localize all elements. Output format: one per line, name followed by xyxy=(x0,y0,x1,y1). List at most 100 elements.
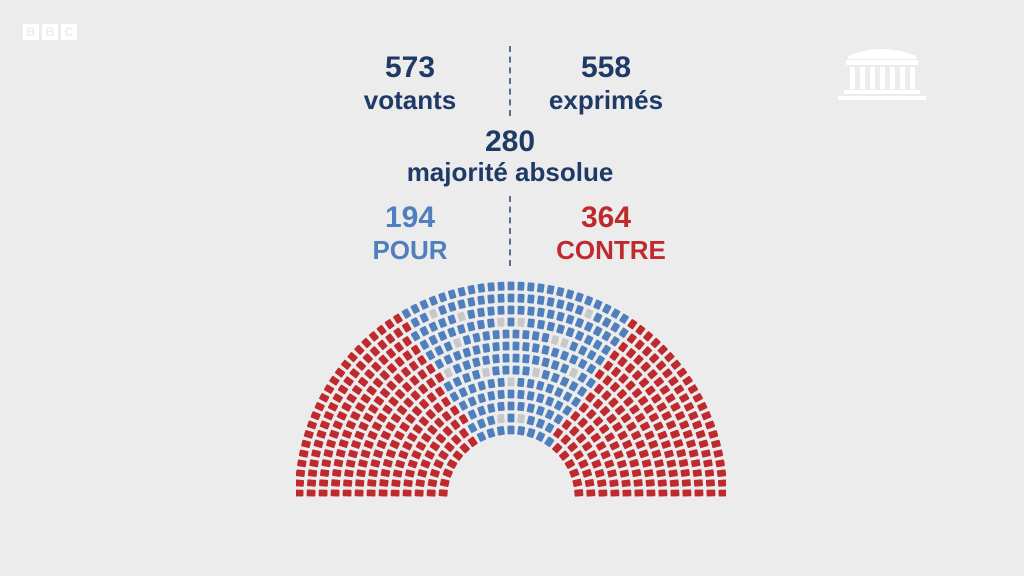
seat xyxy=(467,436,478,448)
seat xyxy=(536,405,545,416)
seat xyxy=(296,479,305,487)
seat xyxy=(462,347,472,358)
seat xyxy=(578,459,589,469)
seat xyxy=(659,385,671,395)
seat xyxy=(601,317,612,328)
seat xyxy=(634,412,646,423)
seat xyxy=(635,324,646,336)
seat xyxy=(350,440,361,449)
seat xyxy=(656,402,667,412)
seat xyxy=(472,357,481,368)
seat xyxy=(535,431,546,442)
seat xyxy=(351,385,363,395)
seat xyxy=(641,346,653,357)
seat xyxy=(627,319,638,330)
seat xyxy=(577,358,588,370)
seat xyxy=(447,327,457,338)
seat xyxy=(401,308,412,319)
seat xyxy=(376,324,387,336)
seat xyxy=(586,489,596,497)
seat xyxy=(343,376,354,387)
seat xyxy=(481,367,491,378)
seat xyxy=(676,449,687,458)
seat xyxy=(367,430,378,440)
seat xyxy=(602,375,613,386)
seat xyxy=(531,367,541,378)
seat xyxy=(594,469,605,478)
seat xyxy=(565,289,575,300)
seat xyxy=(517,413,525,424)
seat xyxy=(703,459,713,468)
seat xyxy=(673,439,684,448)
seat xyxy=(327,402,339,412)
seat xyxy=(378,489,388,497)
seat xyxy=(399,421,410,432)
seat xyxy=(355,402,366,412)
seat xyxy=(565,327,575,338)
seat xyxy=(459,442,470,454)
seat xyxy=(428,321,438,332)
seat xyxy=(393,313,403,324)
seat xyxy=(574,489,584,497)
seat xyxy=(526,403,535,413)
seat xyxy=(507,281,515,291)
seat xyxy=(643,404,654,414)
seat xyxy=(453,350,462,361)
seat xyxy=(356,469,366,478)
seat xyxy=(417,355,427,366)
seat xyxy=(593,312,603,323)
seat xyxy=(379,479,389,487)
seat xyxy=(391,479,401,488)
majorite-label: majorité absolue xyxy=(406,157,614,187)
seat xyxy=(362,353,373,364)
seat xyxy=(334,367,346,378)
seat xyxy=(701,411,712,421)
seat xyxy=(544,436,555,448)
seat xyxy=(496,426,505,436)
seat xyxy=(467,409,477,420)
seat xyxy=(419,339,430,350)
seat xyxy=(349,368,360,379)
seat xyxy=(487,391,496,401)
seat xyxy=(357,376,369,387)
seat xyxy=(512,329,520,339)
seat xyxy=(323,384,335,394)
seat xyxy=(385,449,396,459)
seat xyxy=(670,489,680,497)
seat xyxy=(574,305,584,316)
seat xyxy=(402,441,413,451)
seat xyxy=(449,405,460,416)
seat xyxy=(467,422,478,434)
seat xyxy=(585,377,596,389)
seat xyxy=(570,411,581,422)
seat xyxy=(415,441,427,451)
seat xyxy=(546,309,555,320)
seat xyxy=(438,489,448,497)
seat xyxy=(408,360,419,372)
seat xyxy=(395,459,406,469)
seat xyxy=(571,396,581,408)
seat xyxy=(584,478,595,488)
seat xyxy=(452,363,462,374)
seat xyxy=(544,422,555,434)
seat xyxy=(560,337,569,348)
seat xyxy=(611,366,621,378)
seat xyxy=(382,459,393,468)
seat xyxy=(590,432,601,443)
seat xyxy=(449,391,460,402)
contre-label: CONTRE xyxy=(556,235,666,265)
seat xyxy=(553,414,564,425)
seat xyxy=(600,450,611,460)
seat xyxy=(638,449,649,459)
seat xyxy=(693,479,703,487)
seat xyxy=(517,281,525,291)
seat xyxy=(569,354,579,365)
seat xyxy=(477,283,486,293)
seat xyxy=(507,389,515,399)
seat xyxy=(507,425,515,435)
seat xyxy=(705,479,716,487)
seat xyxy=(669,429,681,439)
seat xyxy=(565,314,575,325)
seat xyxy=(497,401,505,412)
seat xyxy=(640,361,651,372)
